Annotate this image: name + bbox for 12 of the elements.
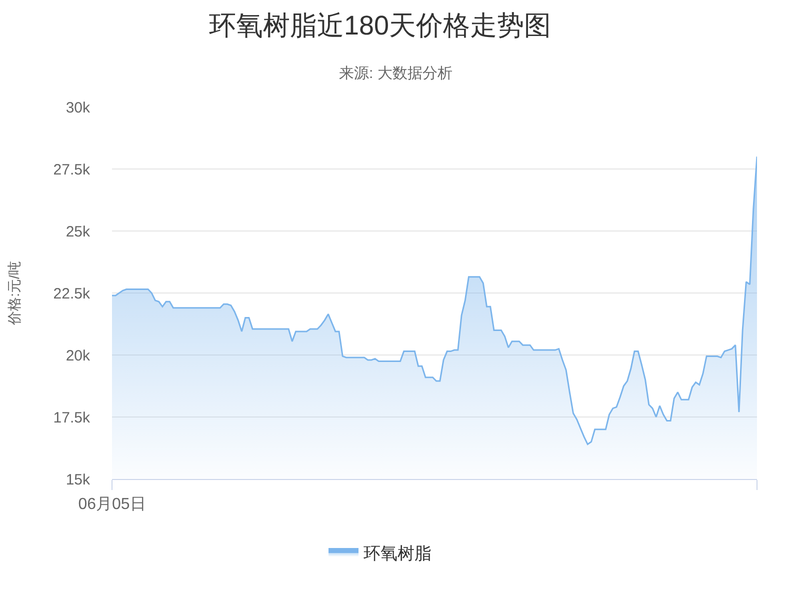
y-tick-label: 17.5k: [53, 409, 90, 426]
y-tick-label: 25k: [66, 223, 90, 240]
y-tick-label: 22.5k: [53, 285, 90, 302]
y-tick-label: 15k: [66, 471, 90, 488]
chart-subtitle: 来源: 大数据分析: [339, 65, 452, 82]
legend-label: 环氧树脂: [364, 544, 432, 564]
x-tick-label: 06月05日: [78, 496, 146, 514]
y-tick-label: 30k: [66, 99, 90, 116]
chart-title: 环氧树脂近180天价格走势图: [208, 10, 552, 40]
y-tick-label: 20k: [66, 347, 90, 364]
y-axis-title: 价格:元/吨: [6, 261, 22, 326]
y-tick-label: 27.5k: [53, 161, 90, 178]
